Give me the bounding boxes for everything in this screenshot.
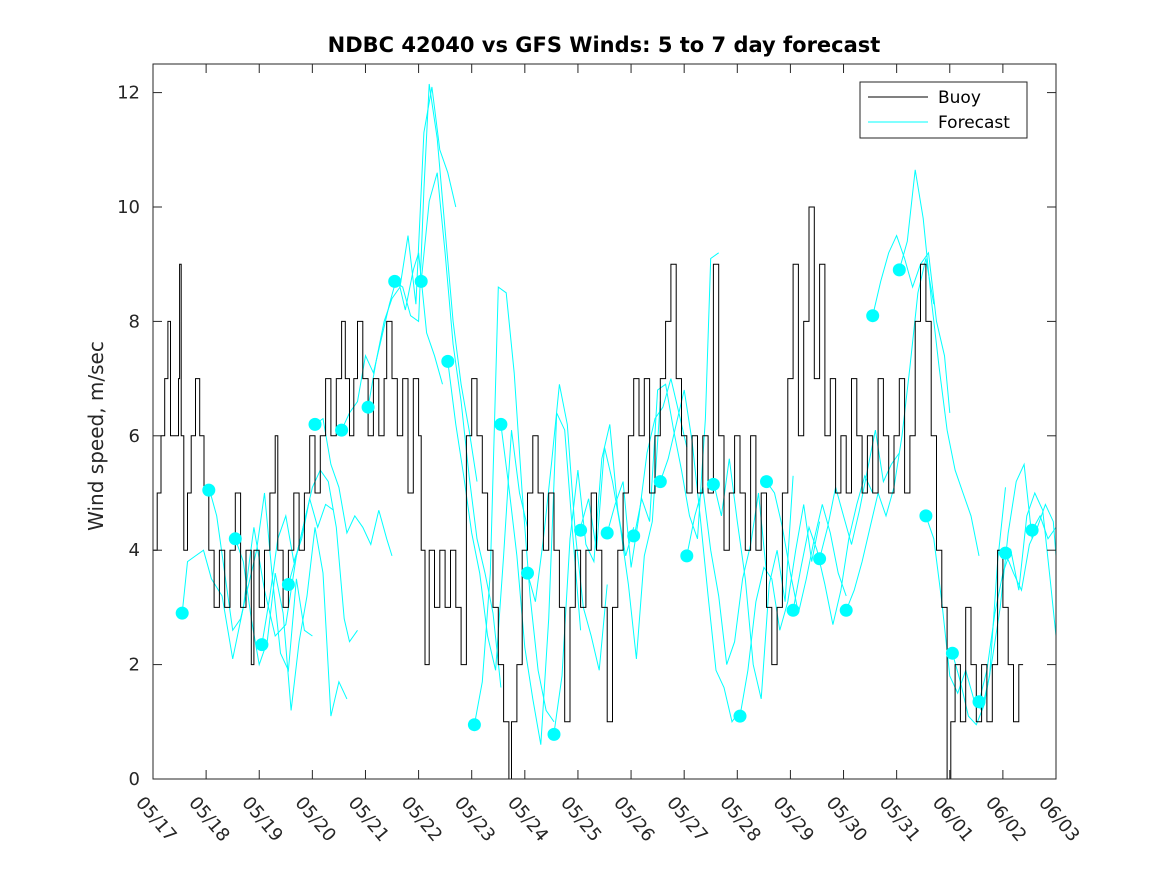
forecast-marker — [892, 263, 906, 277]
forecast-trace — [394, 83, 478, 482]
forecast-marker — [919, 509, 933, 523]
forecast-marker — [308, 417, 322, 431]
forecast-marker — [228, 532, 242, 546]
forecast-trace — [712, 458, 794, 700]
forecast-marker — [760, 475, 773, 489]
forecast-marker — [866, 309, 880, 323]
forecast-trace — [872, 234, 951, 413]
forecast-marker — [600, 526, 614, 540]
forecast-trace — [527, 384, 608, 671]
y-tick-label: 2 — [129, 655, 140, 676]
forecast-marker — [680, 549, 694, 563]
y-tick-label: 10 — [117, 197, 140, 218]
forecast-trace — [686, 487, 767, 665]
forecast-marker — [494, 417, 508, 431]
forecast-marker — [786, 603, 800, 617]
legend-label-forecast: Forecast — [938, 113, 1010, 133]
y-tick-label: 6 — [129, 426, 140, 447]
forecast-trace — [739, 504, 821, 717]
series-layer — [153, 83, 1056, 779]
forecast-marker — [972, 695, 986, 709]
forecast-marker — [547, 727, 561, 741]
forecast-marker — [733, 709, 747, 723]
forecast-trace — [1031, 514, 1056, 540]
forecast-marker — [813, 552, 827, 566]
forecast-marker — [945, 646, 959, 660]
forecast-marker — [202, 483, 216, 497]
forecast-marker — [388, 274, 402, 288]
forecast-marker — [574, 523, 588, 537]
forecast-marker — [653, 475, 667, 489]
y-tick-label: 4 — [129, 540, 140, 561]
forecast-trace — [819, 430, 900, 559]
y-axis-label: Wind speed, m/sec — [84, 341, 108, 531]
forecast-marker — [839, 603, 853, 617]
forecast-trace — [766, 481, 847, 614]
legend-box — [859, 81, 1028, 139]
forecast-trace — [659, 389, 741, 724]
forecast-marker — [521, 566, 534, 580]
y-axis: 0 2 4 6 8 10 12 — [117, 83, 1056, 790]
forecast-trace — [500, 412, 582, 745]
forecast-trace — [208, 487, 313, 673]
forecast-marker — [441, 354, 455, 368]
forecast-marker — [1025, 523, 1039, 537]
forecast-marker — [361, 400, 375, 414]
forecast-trace — [633, 252, 719, 539]
forecast-trace — [898, 169, 980, 556]
forecast-marker — [175, 606, 189, 620]
forecast-marker — [414, 274, 428, 288]
plot-area — [152, 63, 1057, 780]
forecast-marker — [706, 477, 720, 491]
forecast-trace — [792, 474, 874, 625]
forecast-marker — [999, 546, 1012, 560]
forecast-marker — [255, 638, 269, 652]
forecast-marker — [627, 529, 641, 543]
buoy-line — [153, 206, 1024, 779]
forecast-trace — [314, 417, 393, 557]
forecast-marker — [467, 718, 481, 732]
legend: Buoy Forecast — [859, 81, 1028, 139]
chart-title: NDBC 42040 vs GFS Winds: 5 to 7 day fore… — [328, 33, 881, 57]
forecast-trace — [341, 252, 443, 431]
forecast-trace — [978, 491, 1056, 702]
legend-label-buoy: Buoy — [938, 88, 981, 108]
forecast-trace — [606, 378, 688, 568]
forecast-trace — [287, 469, 358, 643]
forecast-marker — [281, 578, 295, 591]
y-tick-label: 0 — [129, 769, 140, 790]
y-tick-label: 8 — [129, 311, 140, 332]
forecast-trace — [447, 361, 528, 671]
forecast-trace — [420, 172, 502, 688]
forecast-trace — [845, 258, 935, 611]
forecast-trace — [367, 86, 457, 408]
forecast-trace — [473, 286, 555, 725]
forecast-trace — [580, 401, 661, 659]
y-tick-label: 12 — [117, 83, 140, 104]
forecast-marker — [335, 423, 349, 437]
